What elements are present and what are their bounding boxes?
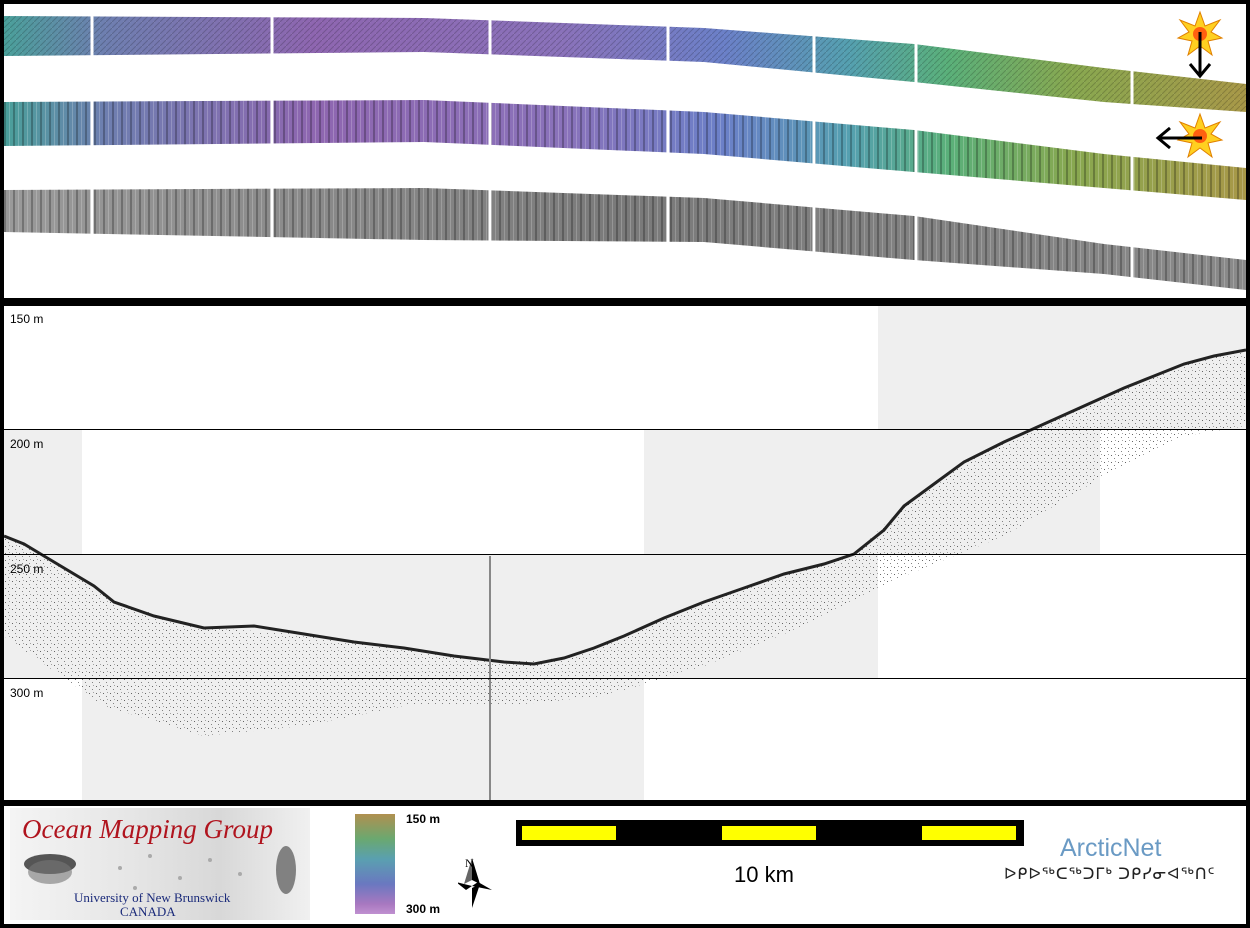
swath-gaps — [90, 12, 1134, 286]
depth-label-250: 250 m — [10, 562, 44, 576]
logo-vessel-icon — [24, 846, 296, 894]
depth-window-dividers — [4, 429, 1246, 679]
north-arrow-icon — [458, 858, 492, 908]
sun-illumination-east-icon — [1176, 112, 1224, 159]
scale-bar — [516, 820, 1024, 846]
strip-shaded-north — [4, 16, 1246, 112]
left-arrow-icon — [1155, 126, 1202, 150]
scale-bar-segment-3 — [722, 826, 816, 840]
legend-footer: Ocean Mapping Group University of New Br… — [4, 806, 1246, 924]
arcticnet-inuktitut-text: ᐅᑭᐅᖅᑕᖅᑐᒥᒃ ᑐᑭᓯᓂᐊᖅᑎᑦ — [1004, 866, 1216, 883]
seafloor-reflection-line — [4, 348, 1246, 666]
depth-colorbar — [355, 814, 395, 914]
down-arrow-icon — [1188, 32, 1212, 79]
bathymetry-map-panel — [4, 4, 1246, 298]
colorbar-top-label: 150 m — [406, 812, 441, 826]
colorbar-bottom-label: 300 m — [406, 902, 441, 916]
profile-plot — [4, 306, 1246, 800]
scale-bar-segment-5 — [922, 826, 1016, 840]
depth-label-200: 200 m — [10, 437, 44, 451]
strip-backscatter — [4, 188, 1246, 290]
seafloor-reflection-fill — [4, 350, 1246, 736]
arcticnet-logo-title: ArcticNet — [1060, 834, 1162, 862]
strip-shaded-west — [4, 100, 1246, 200]
scale-bar-segment-1 — [522, 826, 616, 840]
depth-label-150: 150 m — [10, 312, 44, 326]
logo-country: CANADA — [120, 904, 176, 919]
ocean-mapping-group-logo: Ocean Mapping Group University of New Br… — [10, 808, 310, 920]
logo-university: University of New Brunswick — [74, 890, 231, 905]
subbottom-profile-panel: 150 m 200 m 250 m 300 m — [4, 306, 1246, 800]
logo-title: Ocean Mapping Group — [22, 814, 273, 844]
scale-bar-label: 10 km — [734, 862, 794, 887]
depth-label-300: 300 m — [10, 686, 44, 700]
bathymetry-strips — [4, 10, 1246, 290]
north-label: N — [465, 856, 474, 870]
